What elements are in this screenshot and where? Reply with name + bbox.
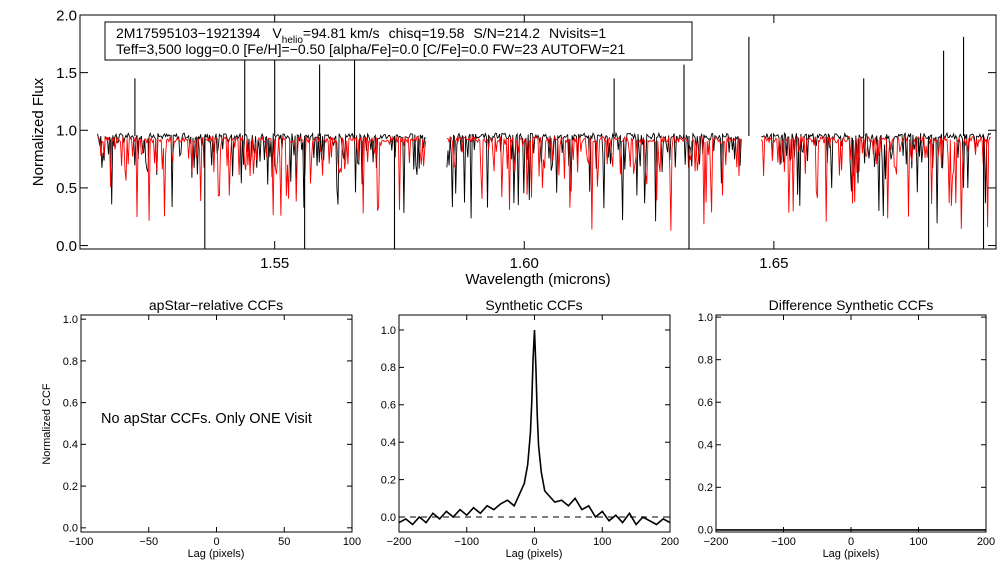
y-tick-label: 0.6 [381, 400, 396, 412]
x-tick-label: 100 [909, 536, 927, 548]
y-tick-label: 0.8 [381, 362, 396, 374]
star-info-box: 2M17595103−1921394 Vhelio=94.81 km/s chisq… [104, 21, 693, 61]
x-tick-label: 0 [531, 536, 537, 548]
synthetic-ccf-line [398, 329, 671, 526]
y-tick-label: 0.2 [698, 482, 713, 494]
synthetic-ccf-panel: Synthetic CCFs −200 −100 0 100 200 0.0 0.2 0.4 0… [381, 297, 679, 560]
difference-ccf-xlabel: Lag (pixels) [823, 548, 880, 560]
difference-ccf-ticks: −200 −100 0 100 200 0.0 0.2 0.4 0.6 0.8 1.0 [698, 312, 995, 548]
y-tick-label: 2.0 [56, 7, 77, 24]
x-tick-label: 1.55 [260, 255, 289, 272]
difference-ccf-title: Difference Synthetic CCFs [769, 297, 934, 313]
v-helio-label: V [272, 25, 282, 41]
synthetic-fit-line [761, 135, 991, 229]
y-tick-label: 0.0 [698, 525, 713, 537]
y-tick-label: 0.8 [63, 356, 78, 368]
nvisits-value: Nvisits=1 [549, 25, 606, 41]
x-tick-label: −200 [387, 536, 412, 548]
x-tick-label: 1.65 [759, 255, 788, 272]
x-tick-label: 50 [278, 536, 290, 548]
apstar-ccf-ticks: −100 −50 0 50 100 0.0 0.2 0.4 0.6 0.8 1.0 [63, 314, 361, 548]
spectrum-ticks: 1.55 1.60 1.65 0.0 0.5 1.0 1.5 2.0 [56, 7, 996, 272]
x-tick-label: 200 [661, 536, 679, 548]
y-tick-label: 0.4 [698, 440, 713, 452]
x-tick-label: 100 [593, 536, 611, 548]
x-tick-label: −50 [139, 536, 158, 548]
spectrum-ylabel: Normalized Flux [30, 77, 47, 186]
apstar-ccf-title: apStar−relative CCFs [149, 297, 283, 313]
x-tick-label: 0 [848, 536, 854, 548]
y-tick-label: 0.0 [63, 523, 78, 535]
y-tick-label: 0.2 [381, 474, 396, 486]
y-tick-label: 0.6 [63, 397, 78, 409]
x-tick-label: −100 [771, 536, 796, 548]
apstar-ccf-message: No apStar CCFs. Only ONE Visit [101, 411, 312, 427]
synthetic-fit-line [446, 135, 742, 231]
apstar-ccf-xlabel: Lag (pixels) [188, 548, 245, 560]
y-tick-label: 1.0 [63, 314, 78, 326]
x-tick-label: −200 [704, 536, 729, 548]
y-tick-label: 1.0 [381, 325, 396, 337]
synthetic-fit-line [97, 135, 427, 221]
star-info-line-1: 2M17595103−1921394 Vhelio=94.81 km/s chisq… [116, 25, 606, 46]
star-info-frame [104, 21, 693, 61]
observed-spectrum-line [97, 131, 427, 213]
v-helio-subscript: helio [282, 35, 304, 46]
spectrum-panel: 1.55 1.60 1.65 0.0 0.5 1.0 1.5 2.0 Wavelength (… [30, 7, 997, 288]
spectrum-plot-area [97, 36, 992, 249]
difference-ccf-panel: Difference Synthetic CCFs −200 −100 0 100 20… [698, 297, 995, 560]
x-tick-label: 1.60 [510, 255, 539, 272]
sn-value: S/N=214.2 [473, 25, 540, 41]
synthetic-ccf-ticks: −200 −100 0 100 200 0.0 0.2 0.4 0.6 0.8 1.0 [381, 315, 679, 548]
y-tick-label: 0.0 [381, 512, 396, 524]
y-tick-label: 0.5 [56, 180, 77, 197]
y-tick-label: 0.8 [698, 355, 713, 367]
synthetic-ccf-title: Synthetic CCFs [485, 297, 582, 313]
spectrum-xlabel: Wavelength (microns) [465, 271, 610, 288]
y-tick-label: 0.4 [63, 439, 78, 451]
v-helio-value: =94.81 km/s [303, 25, 380, 41]
y-tick-label: 0.6 [698, 397, 713, 409]
object-id: 2M17595103−1921394 [116, 25, 261, 41]
synthetic-ccf-plot-area [398, 329, 671, 526]
spectrum-axes-frame [79, 14, 997, 250]
y-tick-label: 1.0 [56, 123, 77, 140]
y-tick-label: 1.5 [56, 65, 77, 82]
stellar-parameters: Teff=3,500 logg=0.0 [Fe/H]=−0.50 [alpha/… [116, 41, 625, 57]
apstar-ccf-panel: apStar−relative CCFs −100 −50 0 50 100 0.0 0.2… [41, 297, 361, 560]
synthetic-ccf-xlabel: Lag (pixels) [506, 548, 563, 560]
y-tick-label: 0.4 [381, 437, 396, 449]
y-tick-label: 1.0 [698, 312, 713, 324]
y-tick-label: 0.2 [63, 481, 78, 493]
x-tick-label: 0 [213, 536, 219, 548]
y-tick-label: 0.0 [56, 238, 77, 255]
x-tick-label: 100 [343, 536, 361, 548]
apstar-ccf-ylabel: Normalized CCF [41, 383, 53, 465]
observed-spectrum-line [446, 131, 742, 222]
x-tick-label: −100 [454, 536, 479, 548]
x-tick-label: 200 [977, 536, 995, 548]
chisq-value: chisq=19.58 [389, 25, 465, 41]
x-tick-label: −100 [69, 536, 94, 548]
